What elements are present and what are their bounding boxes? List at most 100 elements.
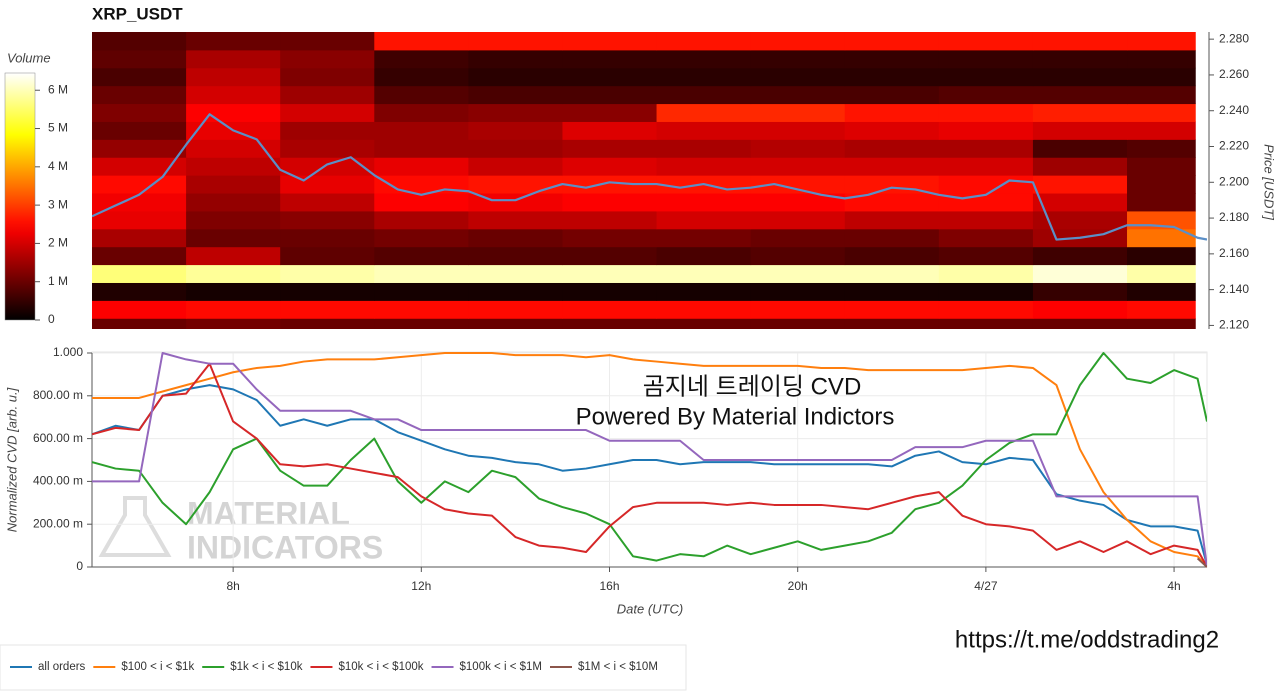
heatmap-cell <box>468 103 563 122</box>
heatmap-cell <box>468 121 563 140</box>
heatmap-cell <box>1127 67 1196 87</box>
heatmap-cell <box>844 210 940 230</box>
heatmap-cell <box>1032 139 1128 158</box>
x-tick-label: 12h <box>411 579 431 593</box>
heatmap-cell <box>844 246 940 266</box>
colorbar-tick-label: 1 M <box>48 274 68 288</box>
heatmap-cell <box>750 193 846 212</box>
y-tick-label: 800.00 m <box>33 388 83 402</box>
heatmap-cell <box>750 85 846 105</box>
heatmap-cell <box>562 282 658 301</box>
series-line <box>1196 557 1207 568</box>
heatmap-cell <box>186 264 281 283</box>
heatmap-cell <box>374 228 469 248</box>
heatmap-cell <box>562 175 658 194</box>
heatmap-cell <box>844 103 940 122</box>
heatmap-cell <box>562 67 658 87</box>
heatmap-cell <box>656 246 752 266</box>
heatmap-cell <box>1127 175 1196 194</box>
legend-label: $10k < i < $100k <box>338 661 423 673</box>
heatmap-cell <box>468 139 563 158</box>
heatmap-cell <box>1032 300 1128 319</box>
heatmap-cell <box>374 264 469 283</box>
overlay-subtitle: Powered By Material Indictors <box>576 403 895 430</box>
url: https://t.me/oddstrading2 <box>955 626 1219 653</box>
heatmap-cell <box>468 175 563 194</box>
heatmap-cell <box>1032 193 1128 212</box>
heatmap-cell <box>186 49 281 69</box>
heatmap-cell <box>938 264 1034 283</box>
heatmap-cell <box>656 121 752 140</box>
heatmap-cell <box>750 246 846 266</box>
heatmap-cell <box>938 318 1034 329</box>
y-tick-label: 200.00 m <box>33 516 83 530</box>
heatmap-cell <box>186 210 281 230</box>
heatmap-cell <box>468 193 563 212</box>
heatmap-cell <box>562 121 658 140</box>
heatmap-cell <box>1032 121 1128 140</box>
heatmap-cell <box>280 228 375 248</box>
heatmap-cell <box>938 49 1034 69</box>
series-line <box>92 362 1207 568</box>
heatmap-cell <box>562 264 658 283</box>
heatmap-cell <box>1032 282 1128 301</box>
colorbar-tick-label: 3 M <box>48 197 68 211</box>
heatmap-cell <box>938 210 1034 230</box>
heatmap-cell <box>186 228 281 248</box>
heatmap-cell <box>844 67 940 87</box>
y-tick-label: 2.240 <box>1219 103 1249 117</box>
heatmap-cell <box>1032 175 1128 194</box>
heatmap-cell <box>1127 193 1196 212</box>
heatmap-cell <box>938 85 1034 105</box>
heatmap-cell <box>938 32 1034 51</box>
heatmap-cell <box>280 67 375 87</box>
legend-label: $1k < i < $10k <box>230 661 302 673</box>
heatmap-cell <box>1127 300 1196 319</box>
heatmap-cell <box>844 85 940 105</box>
y-tick-label: 2.220 <box>1219 139 1249 153</box>
heatmap-cell <box>938 246 1034 266</box>
x-tick-label: 20h <box>788 579 808 593</box>
heatmap-cell <box>1032 210 1128 230</box>
heatmap-cell <box>562 157 658 176</box>
heatmap-cell <box>656 103 752 122</box>
colorbar-label: Volume <box>7 50 51 65</box>
heatmap-cell <box>92 246 187 266</box>
heatmap-cell <box>938 228 1034 248</box>
y-tick-label: 2.160 <box>1219 246 1249 260</box>
heatmap-cell <box>374 67 469 87</box>
heatmap-cell <box>938 139 1034 158</box>
heatmap-cell <box>844 157 940 176</box>
heatmap-cell <box>468 246 563 266</box>
heatmap-cell <box>938 67 1034 87</box>
heatmap-cell <box>468 282 563 301</box>
heatmap-cell <box>562 32 658 51</box>
heatmap-cell <box>186 67 281 87</box>
heatmap-cell <box>186 193 281 212</box>
heatmap-cell <box>280 121 375 140</box>
heatmap-cell <box>374 121 469 140</box>
heatmap-cell <box>280 193 375 212</box>
heatmap-cell <box>656 193 752 212</box>
heatmap-cell <box>844 318 940 329</box>
heatmap-cell <box>186 282 281 301</box>
overlay-title: 곰지네 트레이딩 CVD <box>643 373 862 400</box>
colorbar-tick-label: 0 <box>48 312 55 326</box>
heatmap-cell <box>1127 85 1196 105</box>
heatmap-cell <box>844 264 940 283</box>
colorbar-tick-label: 4 M <box>48 159 68 173</box>
heatmap-cell <box>92 157 187 176</box>
heatmap-cell <box>1127 282 1196 301</box>
heatmap-cell <box>186 85 281 105</box>
heatmap-cell <box>656 67 752 87</box>
legend: all orders $100 < i < $1k $1k < i < $10k $1… <box>10 661 658 673</box>
heatmap-cell <box>374 49 469 69</box>
heatmap-cell <box>280 282 375 301</box>
cvd-panel: 0 200.00 m 400.00 m 600.00 m 800.00 m 1.000 8h… <box>33 345 1207 593</box>
colorbar-tick-label: 2 M <box>48 236 68 250</box>
heatmap-cell <box>750 67 846 87</box>
heatmap-cell <box>562 49 658 69</box>
colorbar <box>4 72 36 321</box>
heatmap-cell <box>92 228 187 248</box>
heatmap-cell <box>844 32 940 51</box>
